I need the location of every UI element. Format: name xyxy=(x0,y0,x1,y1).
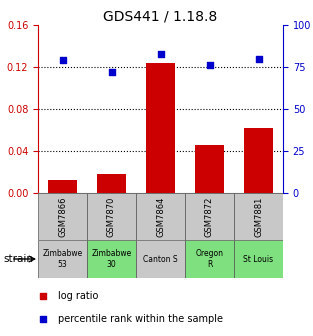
Text: strain: strain xyxy=(3,254,33,264)
Text: Canton S: Canton S xyxy=(143,254,178,263)
Bar xyxy=(195,145,224,193)
Text: GSM7872: GSM7872 xyxy=(205,196,214,237)
Point xyxy=(60,57,65,63)
Bar xyxy=(38,193,87,240)
Bar xyxy=(146,63,175,193)
Bar xyxy=(185,240,234,278)
Bar xyxy=(87,193,136,240)
Point xyxy=(207,62,212,68)
Text: GSM7881: GSM7881 xyxy=(254,196,263,237)
Bar xyxy=(234,240,283,278)
Bar xyxy=(87,240,136,278)
Point xyxy=(40,293,45,298)
Text: GSM7864: GSM7864 xyxy=(156,196,165,237)
Point xyxy=(109,69,114,75)
Bar xyxy=(185,193,234,240)
Text: St Louis: St Louis xyxy=(244,254,274,263)
Bar xyxy=(97,174,126,193)
Text: Oregon
R: Oregon R xyxy=(196,249,223,269)
Bar xyxy=(136,193,185,240)
Bar xyxy=(48,180,77,193)
Text: Zimbabwe
30: Zimbabwe 30 xyxy=(91,249,132,269)
Title: GDS441 / 1.18.8: GDS441 / 1.18.8 xyxy=(103,10,218,24)
Text: percentile rank within the sample: percentile rank within the sample xyxy=(58,314,223,324)
Bar xyxy=(136,240,185,278)
Text: Zimbabwe
53: Zimbabwe 53 xyxy=(42,249,83,269)
Bar xyxy=(38,240,87,278)
Bar xyxy=(234,193,283,240)
Point xyxy=(256,56,261,61)
Text: GSM7866: GSM7866 xyxy=(58,196,67,237)
Text: GSM7870: GSM7870 xyxy=(107,196,116,237)
Text: log ratio: log ratio xyxy=(58,291,98,301)
Point xyxy=(40,317,45,322)
Bar xyxy=(244,128,273,193)
Point xyxy=(158,51,163,56)
